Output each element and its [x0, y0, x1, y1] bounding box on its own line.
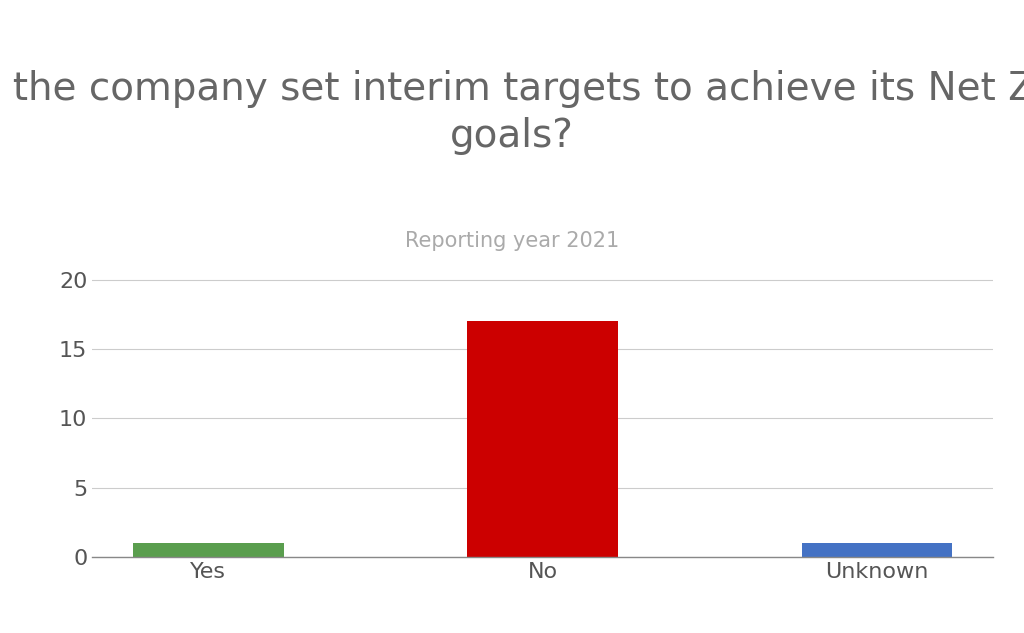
Text: Reporting year 2021: Reporting year 2021 — [404, 231, 620, 251]
Bar — [468, 322, 617, 557]
Text: Has the company set interim targets to achieve its Net Zero
goals?: Has the company set interim targets to a… — [0, 70, 1024, 154]
Bar — [133, 543, 284, 557]
Bar — [802, 543, 952, 557]
